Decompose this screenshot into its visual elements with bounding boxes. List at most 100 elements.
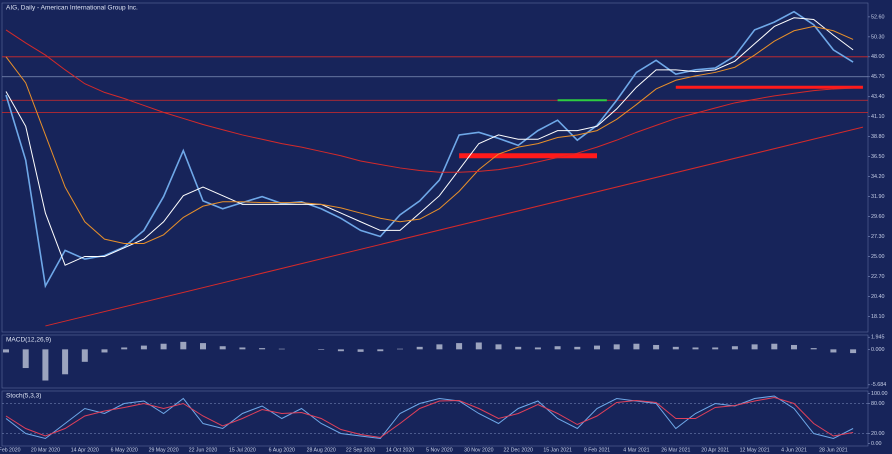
x-tick-label: 15 Jan 2021 <box>543 447 572 453</box>
y-tick-label: 45.70 <box>871 74 885 80</box>
x-tick-label: 15 Jul 2020 <box>229 447 256 453</box>
x-tick-label: 28 Aug 2020 <box>307 447 336 453</box>
annotation-line <box>45 126 864 327</box>
histogram-bar <box>653 344 660 350</box>
histogram-bar <box>397 348 403 350</box>
series-line <box>5 29 854 173</box>
histogram-bar <box>475 342 482 350</box>
panel-title: AIG, Daily - American International Grou… <box>6 5 138 12</box>
x-tick-label: 6 Aug 2020 <box>269 447 295 453</box>
histogram-bar <box>3 349 9 353</box>
histogram-bar <box>121 347 128 350</box>
y-tick-label: 0.00 <box>871 441 882 447</box>
panel-border <box>1 390 869 447</box>
y-tick-label: 20.40 <box>871 294 885 300</box>
series-line <box>5 25 854 244</box>
histogram-bar <box>810 348 817 350</box>
x-tick-label: 22 Dec 2020 <box>503 447 533 453</box>
x-tick-label: 12 May 2021 <box>740 447 770 453</box>
histogram-bar <box>259 348 266 350</box>
histogram-bar <box>239 347 246 350</box>
y-tick-label: 25.00 <box>871 254 885 260</box>
histogram-bar <box>850 349 857 354</box>
histogram-bar <box>22 349 29 369</box>
x-tick-label: 28 Jun 2021 <box>819 447 848 453</box>
histogram-bar <box>495 344 502 350</box>
histogram-bar <box>200 343 206 350</box>
y-tick-label: 41.10 <box>871 114 885 120</box>
x-tick-label: 29 May 2020 <box>149 447 179 453</box>
y-tick-label: 18.10 <box>871 314 885 320</box>
x-tick-label: 14 Apr 2020 <box>71 447 99 453</box>
histogram-bar <box>692 347 699 350</box>
x-tick-label: 9 Feb 2021 <box>584 447 610 453</box>
y-tick-label: 38.80 <box>871 134 885 140</box>
histogram-bar <box>436 344 443 350</box>
x-tick-label: 22 Sep 2020 <box>346 447 376 453</box>
y-tick-label: -5.684 <box>871 382 886 388</box>
histogram-bar <box>101 349 108 353</box>
y-tick-label: 27.30 <box>871 234 885 240</box>
histogram-bar <box>633 343 640 350</box>
x-tick-label: 30 Nov 2020 <box>464 447 494 453</box>
histogram-bar <box>613 344 620 350</box>
histogram-bar <box>751 344 758 350</box>
histogram-bar <box>42 349 49 381</box>
series-line <box>5 395 854 440</box>
histogram-bar <box>160 343 167 350</box>
y-tick-label: 31.90 <box>871 194 885 200</box>
histogram-bar <box>830 349 837 353</box>
histogram-bar <box>180 341 187 350</box>
y-tick-label: 80.00 <box>871 401 885 407</box>
series-line <box>5 10 854 289</box>
x-tick-label: 20 Mar 2020 <box>31 447 60 453</box>
series-line <box>5 17 854 266</box>
histogram-bar <box>594 345 600 350</box>
panel-border <box>1 2 869 333</box>
y-tick-label: 48.00 <box>871 54 885 60</box>
x-tick-label: 14 Oct 2020 <box>386 447 414 453</box>
histogram-bar <box>791 344 797 350</box>
x-tick-label: 27 Feb 2020 <box>0 447 21 453</box>
y-tick-label: 50.30 <box>871 34 885 40</box>
x-tick-label: 20 Apr 2021 <box>701 447 729 453</box>
y-tick-label: 36.50 <box>871 154 885 160</box>
y-tick-label: 100.00 <box>871 391 888 397</box>
y-tick-label: 0.000 <box>871 347 885 353</box>
histogram-bar <box>554 346 561 350</box>
histogram-bar <box>219 346 226 350</box>
histogram-bar <box>515 346 522 350</box>
histogram-bar <box>318 349 325 350</box>
y-tick-label: 1.945 <box>871 335 885 341</box>
x-tick-label: 26 Mar 2021 <box>661 447 690 453</box>
panel-title: MACD(12,26,9) <box>6 337 51 344</box>
x-tick-label: 4 Jun 2021 <box>781 447 807 453</box>
y-tick-label: 29.60 <box>871 214 885 220</box>
histogram-bar <box>456 343 463 350</box>
histogram-bar <box>140 345 147 350</box>
y-tick-label: 52.60 <box>871 14 885 20</box>
x-tick-label: 5 Nov 2020 <box>426 447 453 453</box>
histogram-bar <box>377 349 384 352</box>
histogram-bar <box>337 349 344 352</box>
histogram-bar <box>278 348 285 350</box>
x-tick-label: 6 May 2020 <box>111 447 138 453</box>
y-tick-label: 20.00 <box>871 431 885 437</box>
y-tick-label: 22.70 <box>871 274 885 280</box>
x-tick-label: 4 Mar 2021 <box>623 447 649 453</box>
x-tick-label: 22 Jun 2020 <box>189 447 218 453</box>
histogram-bar <box>81 349 88 362</box>
histogram-bar <box>357 349 364 352</box>
y-tick-label: 34.20 <box>871 174 885 180</box>
series-line <box>5 396 854 439</box>
panel-title: Stoch(5,3,3) <box>6 393 41 400</box>
histogram-bar <box>416 346 423 350</box>
histogram-bar <box>62 349 69 375</box>
histogram-bar <box>712 347 719 350</box>
panel-border <box>1 334 869 389</box>
histogram-bar <box>574 346 581 350</box>
histogram-bar <box>771 343 778 350</box>
histogram-bar <box>731 346 738 350</box>
